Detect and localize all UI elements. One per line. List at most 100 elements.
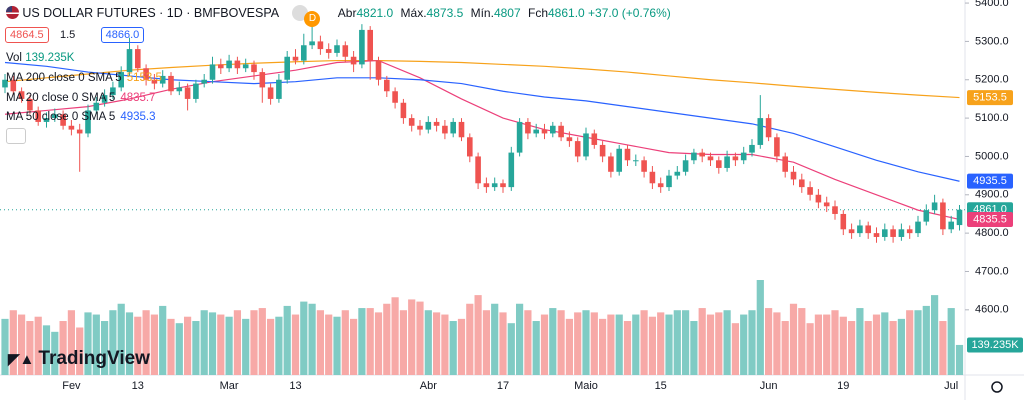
volume-bar xyxy=(150,314,158,375)
x-tick-label: 17 xyxy=(497,380,509,392)
candle-body xyxy=(284,56,290,80)
x-tick-label: Jun xyxy=(760,380,778,392)
volume-bar xyxy=(781,321,789,375)
volume-bar xyxy=(291,314,300,375)
volume-bar xyxy=(125,312,134,375)
volume-bar xyxy=(540,314,549,375)
volume-bar xyxy=(715,312,723,375)
volume-bar xyxy=(839,316,847,375)
volume-label: Vol xyxy=(6,52,22,64)
candle-body xyxy=(475,156,481,184)
candle-body xyxy=(18,91,25,99)
volume-bar xyxy=(26,321,34,375)
candle-body xyxy=(807,187,813,195)
candle-body xyxy=(159,75,166,84)
y-tick-label: 5100.0 xyxy=(975,112,1009,124)
candle-body xyxy=(267,87,274,99)
candle-body xyxy=(591,133,598,145)
volume-bar xyxy=(831,310,839,375)
close-label: Fch xyxy=(527,6,548,20)
volume-bar xyxy=(615,314,623,375)
candle-body xyxy=(890,229,896,237)
candle-body xyxy=(325,49,332,53)
price-tag xyxy=(967,90,1013,106)
volume-bar xyxy=(731,323,739,375)
candle-body xyxy=(906,229,913,234)
volume-bar xyxy=(698,308,706,375)
volume-bar xyxy=(864,321,872,375)
candle-body xyxy=(43,118,50,122)
candle-body xyxy=(823,202,830,207)
low-value: 4807 xyxy=(493,6,521,20)
candle-body xyxy=(616,148,622,172)
volume-bar xyxy=(416,301,424,375)
volume-bar xyxy=(648,316,656,375)
x-tick-label: Mar xyxy=(220,380,239,392)
volume-bar xyxy=(192,321,200,375)
volume-bar xyxy=(690,321,698,375)
volume-bar xyxy=(549,308,557,375)
volume-bar xyxy=(1,318,9,375)
volume-bar xyxy=(142,310,150,375)
volume-bar xyxy=(233,310,241,375)
volume-bar xyxy=(723,310,731,375)
header-row: US DOLLAR FUTURES · 1D · BMFBOVESPA D Ab… xyxy=(6,5,671,27)
volume-bar xyxy=(67,310,75,375)
volume-bar xyxy=(765,308,773,375)
candle-body xyxy=(226,60,232,69)
high-label: Máx. xyxy=(400,6,427,20)
volume-bar xyxy=(325,314,333,375)
candle-body xyxy=(724,156,730,168)
candle-body xyxy=(948,221,954,230)
candle-body xyxy=(707,156,714,161)
candle-body xyxy=(209,64,216,80)
candle-body xyxy=(76,129,83,134)
candle-body xyxy=(525,121,531,134)
candle-body xyxy=(740,152,747,161)
volume-bar xyxy=(773,312,781,375)
volume-bar xyxy=(117,303,125,375)
candle-body xyxy=(359,29,365,65)
candle-body xyxy=(873,233,880,237)
candle-body xyxy=(251,64,257,73)
buy-button[interactable]: 4866.0 xyxy=(100,27,145,43)
volume-bar xyxy=(806,323,814,375)
candle-body xyxy=(408,118,415,126)
volume-bar xyxy=(881,312,889,375)
settings-icon[interactable] xyxy=(991,381,1003,393)
candle-body xyxy=(566,137,573,142)
candle-body xyxy=(558,125,564,138)
volume-bar xyxy=(682,310,690,375)
volume-bar xyxy=(848,321,856,375)
volume-bar xyxy=(350,318,358,375)
candle-body xyxy=(757,118,764,145)
collapse-button[interactable] xyxy=(6,128,26,144)
candle-body xyxy=(143,68,149,80)
volume-bar xyxy=(408,299,416,375)
volume-bar xyxy=(889,321,897,375)
spread: 1.5 xyxy=(60,29,76,41)
volume-bar xyxy=(159,305,167,375)
candle-body xyxy=(417,125,423,130)
volume-bar xyxy=(391,297,399,375)
volume-bar xyxy=(632,314,640,375)
volume-bar xyxy=(748,310,756,375)
candle-body xyxy=(201,79,207,84)
interval-badge[interactable]: D xyxy=(304,11,321,27)
volume-bar xyxy=(59,321,67,375)
candle-body xyxy=(774,137,780,157)
sell-button[interactable]: 4864.5 xyxy=(5,27,49,43)
volume-bar xyxy=(640,310,648,375)
volume-bar xyxy=(250,310,258,375)
ma-legend: MA 50 close 0 SMA 5 4935.3 xyxy=(6,111,156,123)
candle-body xyxy=(27,98,33,111)
volume-bar xyxy=(499,312,507,375)
x-tick-label: Maio xyxy=(574,380,598,392)
candle-body xyxy=(608,156,614,172)
candle-body xyxy=(292,56,299,61)
ma-value: 4835.7 xyxy=(120,91,156,104)
candle-body xyxy=(500,183,506,188)
candle-body xyxy=(832,206,838,214)
candle-body xyxy=(848,229,855,234)
candle-body xyxy=(458,121,465,138)
